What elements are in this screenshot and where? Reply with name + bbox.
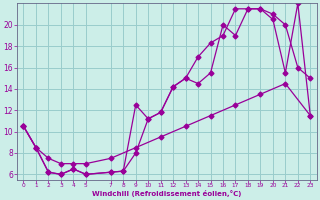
X-axis label: Windchill (Refroidissement éolien,°C): Windchill (Refroidissement éolien,°C) (92, 190, 242, 197)
